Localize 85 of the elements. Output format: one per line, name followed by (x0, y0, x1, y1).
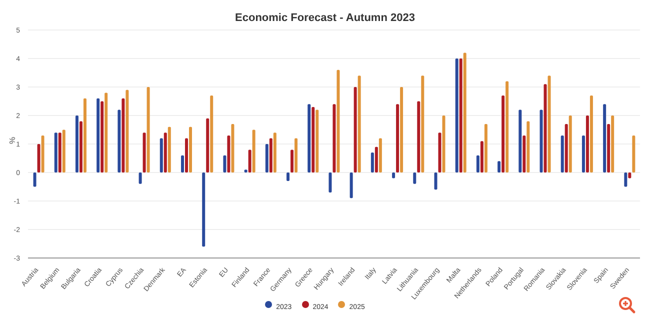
bar (607, 124, 610, 172)
bar (544, 84, 547, 172)
bar (370, 152, 374, 172)
bar (58, 132, 62, 172)
bar (146, 87, 150, 172)
bar (434, 172, 438, 190)
bar (269, 138, 272, 172)
bar (459, 58, 462, 172)
bar (413, 172, 416, 184)
bar (586, 116, 589, 172)
bar (421, 76, 424, 172)
bar (96, 98, 100, 172)
bar (582, 135, 585, 172)
bar (79, 121, 82, 172)
bar (118, 110, 121, 172)
bar (476, 155, 480, 172)
bar (502, 96, 505, 172)
bar (312, 106, 315, 172)
bar (308, 104, 311, 172)
bar (122, 98, 125, 172)
bar (37, 144, 40, 172)
bar (160, 138, 163, 172)
bar (568, 116, 572, 172)
bar (181, 155, 184, 172)
bar (526, 121, 530, 172)
y-axis-title: % (8, 136, 17, 144)
chart-title: Economic Forecast - Autumn 2023 (234, 12, 416, 24)
bar (463, 52, 466, 172)
bar (522, 135, 526, 172)
bar (210, 96, 214, 172)
bar (33, 172, 36, 187)
bar (480, 141, 484, 172)
bar (564, 124, 568, 172)
bar (227, 135, 230, 172)
bar (417, 101, 420, 172)
bar (142, 132, 146, 172)
bar (358, 76, 361, 172)
bar (611, 116, 614, 172)
bar (548, 76, 551, 172)
bar (75, 116, 78, 172)
bar (442, 116, 446, 172)
bar (336, 70, 340, 172)
bar (290, 150, 294, 172)
bar (206, 118, 210, 172)
bar (316, 110, 319, 172)
bar (624, 172, 628, 187)
bar (328, 172, 332, 192)
bar (374, 146, 378, 172)
bar (455, 58, 458, 172)
bar (540, 110, 543, 172)
bar (560, 135, 564, 172)
bar (54, 132, 58, 172)
bar (265, 144, 268, 172)
bar (273, 132, 276, 172)
bar (223, 155, 226, 172)
bar (294, 138, 298, 172)
bar (252, 130, 256, 172)
bar (498, 161, 501, 172)
bar (590, 96, 593, 172)
bar (400, 87, 404, 172)
bar (202, 172, 206, 247)
bar (248, 150, 252, 172)
bar (83, 98, 86, 172)
bar (518, 110, 522, 172)
bar (484, 124, 488, 172)
bar (189, 126, 192, 172)
bar (100, 101, 104, 172)
bar (350, 172, 353, 198)
bar (185, 138, 188, 172)
bar (41, 135, 44, 172)
bar (603, 104, 606, 172)
bar (138, 172, 142, 184)
bar (62, 130, 66, 172)
bar (126, 90, 129, 172)
bar (354, 87, 357, 172)
bar (168, 126, 171, 172)
bar (438, 132, 442, 172)
bar (632, 135, 636, 172)
bar (104, 92, 108, 172)
bar (231, 124, 234, 172)
bar (164, 132, 167, 172)
bar (396, 104, 400, 172)
bar (332, 104, 336, 172)
bar (378, 138, 382, 172)
bar (506, 81, 509, 172)
